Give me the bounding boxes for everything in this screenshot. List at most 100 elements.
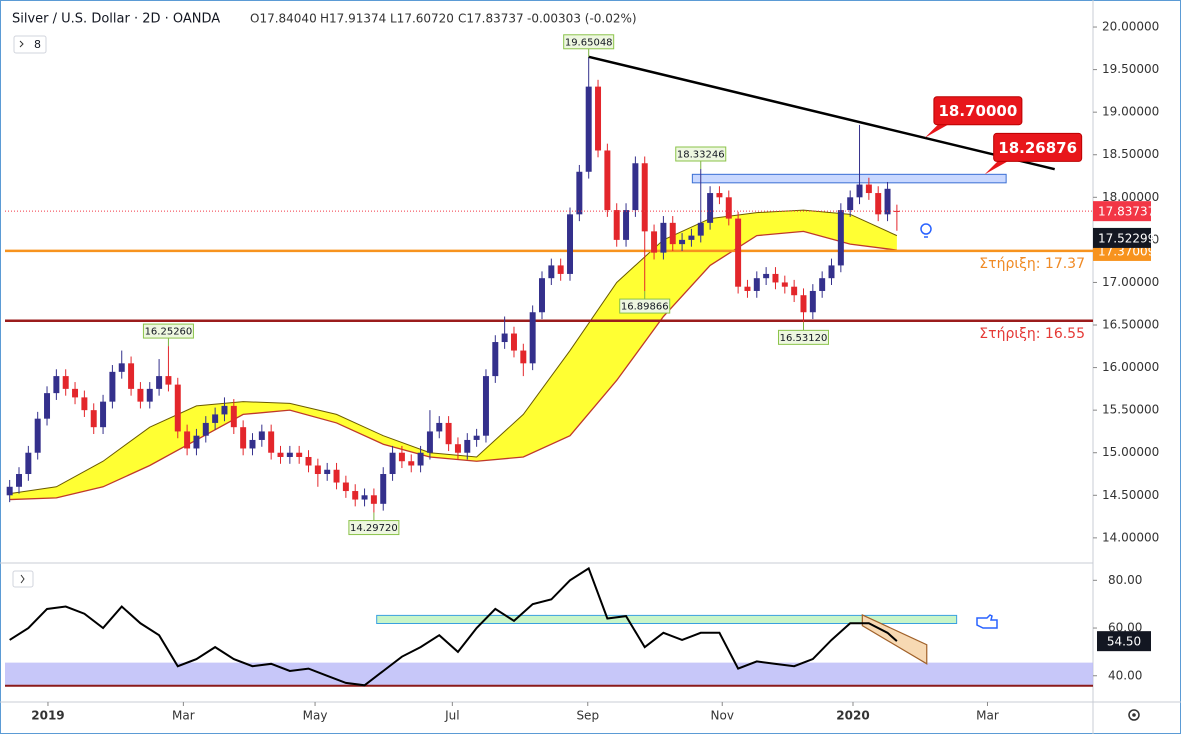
candle-body [370, 495, 377, 504]
candle-body [202, 422, 209, 436]
callout-label: 18.26876 [998, 139, 1077, 157]
x-tick-label: 2020 [836, 709, 869, 723]
candle-body [380, 474, 387, 504]
candle-body [856, 184, 863, 198]
candle-body [268, 431, 275, 453]
candle-body [324, 469, 331, 475]
indicators-toggle[interactable]: 8 [13, 35, 47, 54]
candle-body [688, 235, 695, 240]
candle-body [100, 401, 107, 428]
pivot-box [777, 329, 829, 345]
candle-body [660, 222, 667, 253]
settings-gear[interactable] [1128, 709, 1140, 721]
pivot-box [348, 520, 400, 536]
osc-zone [5, 662, 1093, 686]
pivot-label: 16.89866 [621, 302, 669, 313]
x-tick-label: Mar [172, 709, 195, 723]
candle-body [286, 452, 293, 457]
candle-body [389, 452, 396, 475]
candle-body [482, 376, 489, 436]
pivot-label: 16.53120 [780, 333, 828, 344]
toggle-icon [20, 574, 25, 584]
candle-body [305, 456, 312, 466]
bulb-icon[interactable] [920, 223, 932, 238]
candle-body [520, 350, 527, 364]
candle-body [809, 290, 816, 313]
candle-body [641, 163, 648, 232]
candle-body [651, 231, 658, 253]
candle-body [184, 431, 191, 449]
candle-body [753, 278, 760, 291]
hand-icon[interactable] [976, 614, 998, 629]
candle-body [426, 431, 433, 453]
gear-center [1132, 713, 1136, 717]
gear[interactable] [1128, 709, 1140, 721]
y-tick-label: 16.00000 [1102, 360, 1159, 374]
support-label: Στήριξη: 16.55 [979, 326, 1085, 342]
candle-body [90, 410, 97, 428]
y-tick-label: 18.50000 [1102, 147, 1159, 161]
candle-body [72, 388, 79, 398]
y-tick-label: 20.00000 [1102, 20, 1159, 34]
candle-body [716, 193, 723, 198]
candle-body [249, 439, 256, 449]
pivot-box [563, 34, 615, 50]
candle-body [847, 197, 854, 211]
candle-body [679, 239, 686, 245]
price-tag-bg [1093, 227, 1151, 248]
candle-body [156, 376, 163, 389]
y-tick-label: 15.50000 [1102, 403, 1159, 417]
osc-tick-label: 60.00 [1108, 621, 1142, 635]
candle-body [464, 439, 471, 453]
candle-body [408, 461, 415, 466]
candle-body [221, 405, 228, 415]
candle-body [819, 278, 826, 291]
toggle-box[interactable] [12, 570, 34, 588]
candle-body [454, 444, 461, 453]
candle-body [445, 422, 452, 445]
x-tick-label: 2019 [31, 709, 64, 723]
pivot-label: 19.65048 [565, 37, 613, 48]
candle-body [595, 86, 602, 151]
candle-body [25, 452, 32, 475]
candle-body [585, 86, 592, 172]
candle-body [865, 184, 872, 194]
candle-body [53, 376, 60, 394]
osc-green-box [376, 614, 958, 625]
ohlc-high: H17.91374 [320, 12, 386, 26]
toggle-box[interactable] [13, 35, 47, 54]
osc-line [9, 566, 898, 687]
y-tick-label: 16.50000 [1102, 318, 1159, 332]
osc-toggle[interactable] [12, 570, 34, 588]
candle-body [735, 218, 742, 287]
ribbon-fill [9, 210, 897, 500]
candle-body [567, 214, 574, 274]
candle-body [165, 376, 172, 385]
candle-body [277, 452, 284, 457]
zone-box [691, 173, 1007, 184]
overlay: 14.00000 14.50000 15.00000 15.50000 16.00000… [31, 20, 1159, 723]
candle-body [510, 333, 517, 351]
osc-last-label: 54.50 [1107, 635, 1141, 649]
candle-body [212, 414, 219, 423]
callout-label: 18.70000 [939, 102, 1018, 120]
candle-body [613, 210, 620, 240]
hand [976, 614, 998, 629]
candle-body [146, 388, 153, 402]
y-tick-label: 19.50000 [1102, 62, 1159, 76]
y-tick-label: 17.00000 [1102, 275, 1159, 289]
candle-body [492, 342, 499, 377]
candle-body [529, 312, 536, 364]
bulb [920, 223, 932, 235]
callout-pointer [984, 161, 1008, 175]
ohlc-change: -0.00303 (-0.02%) [527, 12, 637, 26]
candle-body [16, 474, 22, 487]
y-tick-label: 14.00000 [1102, 530, 1159, 544]
symbol: Silver / U.S. Dollar · 2D · OANDA [12, 12, 220, 27]
oscillator-pane [5, 566, 1093, 687]
candle-body [34, 418, 41, 453]
candle-body [258, 431, 265, 440]
x-tick-label: Sep [576, 709, 599, 723]
pivot-label: 18.33246 [677, 150, 725, 161]
